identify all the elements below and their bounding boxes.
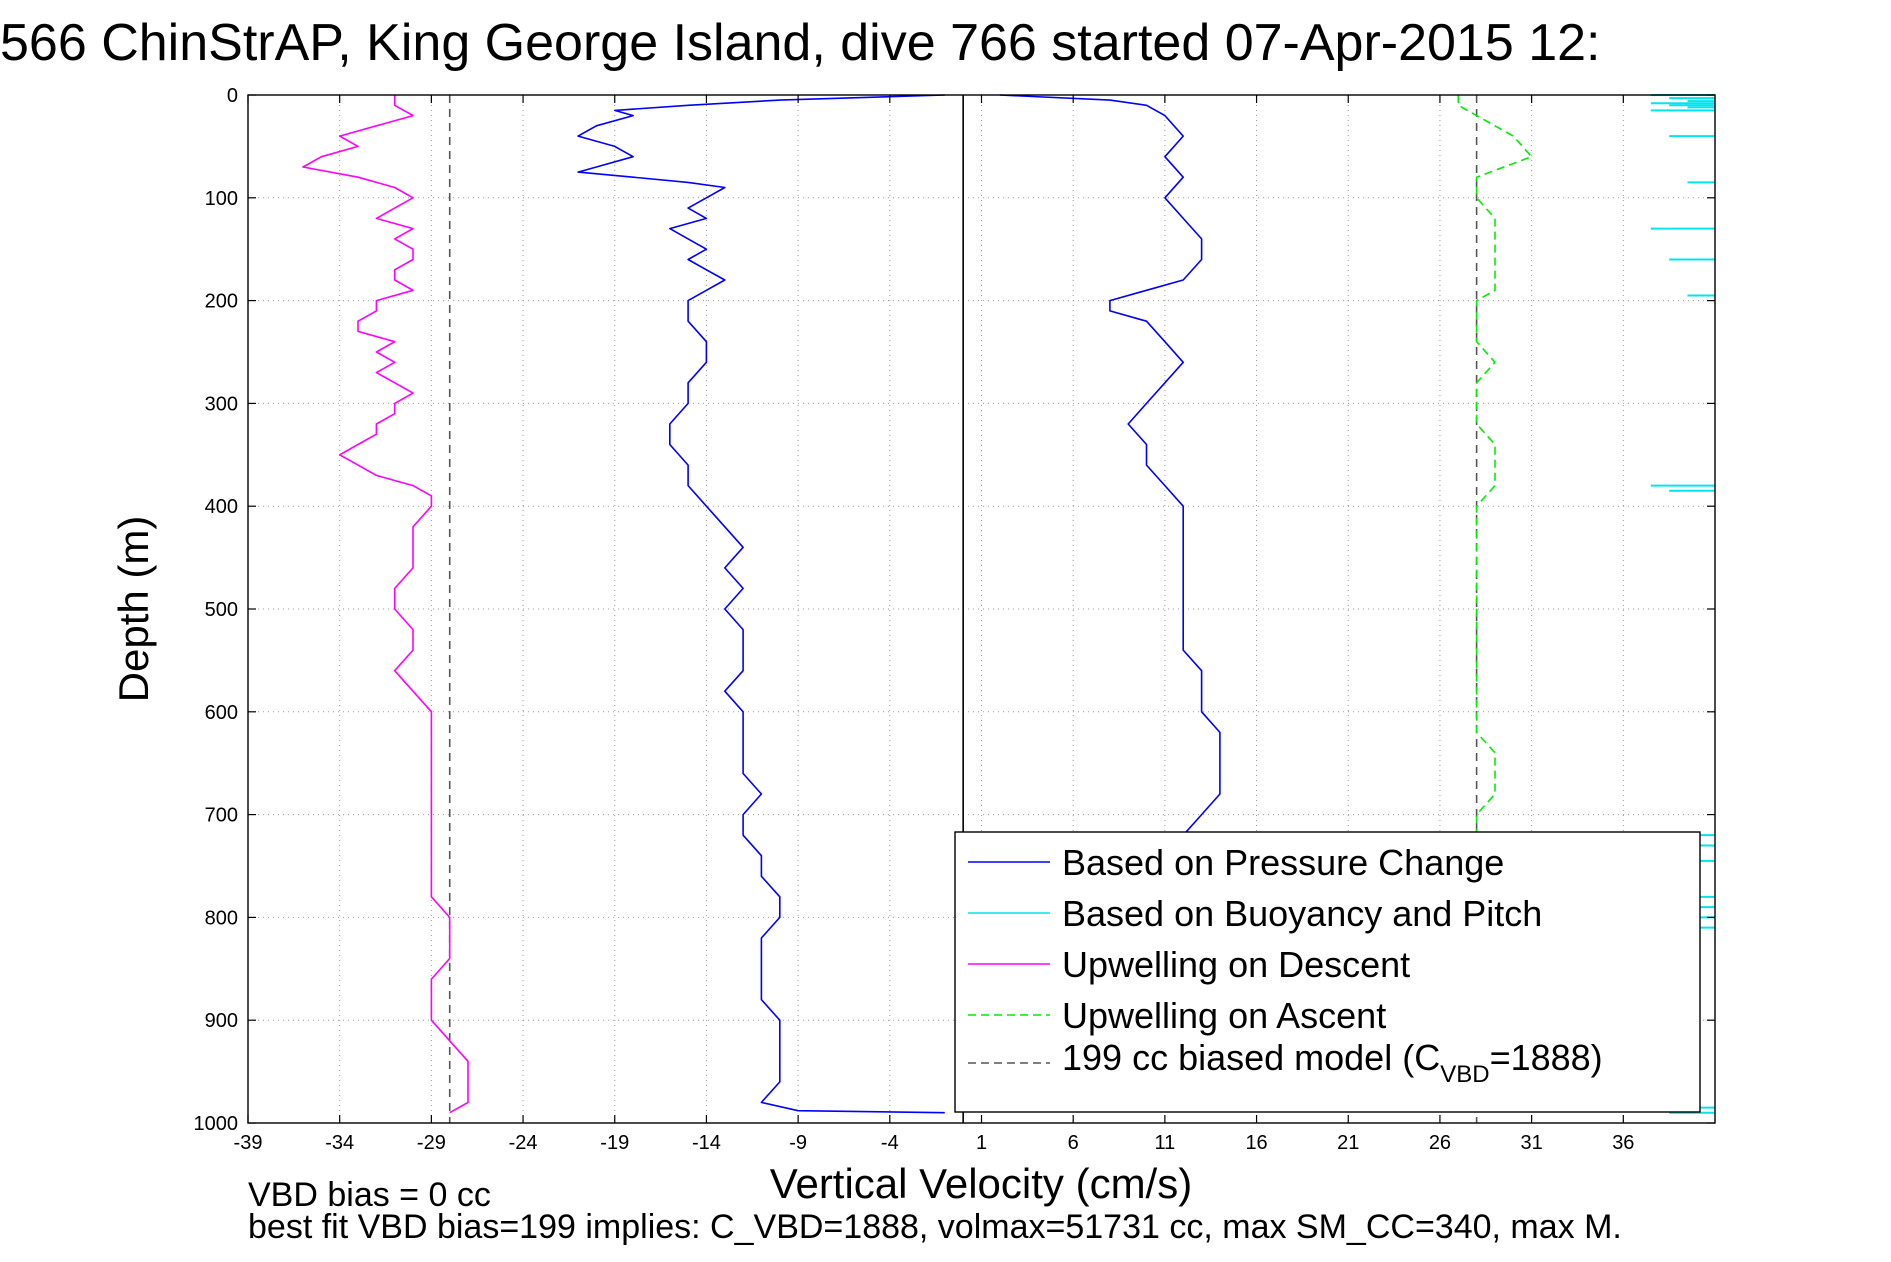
x-tick-label-8: 1 [976,1132,987,1154]
x-tick-label-13: 26 [1429,1132,1451,1154]
x-tick-label-7: -4 [881,1132,899,1154]
y-tick-label-9: 900 [205,1010,238,1032]
series-line-2-0 [302,95,469,1114]
y-tick-label-10: 1000 [194,1113,239,1135]
x-tick-label-4: -19 [600,1132,629,1154]
x-tick-label-14: 31 [1521,1132,1543,1154]
legend-label-1: Based on Buoyancy and Pitch [1062,893,1542,934]
chart-title: 566 ChinStrAP, King George Island, dive … [0,14,1601,72]
x-axis-ticks: -39 -34 -29 -24 -19 -14 -9 -4 1 6 11 16 21 26 31 36 [234,95,1634,1154]
x-tick-label-1: -34 [325,1132,354,1154]
y-axis-label: Depth (m) [110,516,157,703]
series-line-0-1 [999,94,1221,836]
y-axis-ticks: 0 100 200 300 400 500 600 700 800 900 1000 [194,85,1715,1135]
y-tick-label-7: 700 [205,805,238,827]
legend-box [954,831,1701,1113]
series-line-3-0 [1457,95,1533,836]
best-fit-annotation: best fit VBD bias=199 implies: C_VBD=188… [248,1208,1622,1246]
y-tick-label-6: 600 [205,702,238,724]
x-tick-label-10: 11 [1154,1132,1175,1154]
y-tick-label-1: 100 [205,188,238,210]
series-line-0-0 [577,94,945,1114]
legend-label-2: Upwelling on Descent [1062,944,1410,985]
y-tick-label-4: 400 [205,496,238,518]
x-tick-label-0: -39 [234,1132,263,1154]
vbd-bias-annotation: VBD bias = 0 cc [248,1176,491,1214]
x-tick-label-6: -9 [789,1132,807,1154]
x-tick-label-9: 6 [1068,1132,1079,1154]
legend-label-3: Upwelling on Ascent [1062,995,1386,1036]
x-tick-label-2: -29 [417,1132,446,1154]
y-tick-label-3: 300 [205,393,238,415]
x-tick-label-3: -24 [509,1132,538,1154]
x-axis-label: Vertical Velocity (cm/s) [770,1160,1192,1207]
legend: Based on Pressure Change Based on Buoyanc… [954,831,1701,1113]
x-tick-label-11: 16 [1245,1132,1267,1154]
legend-label-model: 199 cc biased model (CVBD=1888) [1062,1037,1603,1088]
y-tick-label-2: 200 [205,291,238,313]
data-series [302,94,1533,1114]
y-tick-label-8: 800 [205,907,238,929]
y-tick-label-0: 0 [227,85,238,107]
x-tick-label-12: 21 [1337,1132,1359,1154]
x-tick-label-15: 36 [1612,1132,1634,1154]
y-tick-label-5: 500 [205,599,238,621]
x-tick-label-5: -14 [692,1132,721,1154]
legend-label-0: Based on Pressure Change [1062,842,1504,883]
